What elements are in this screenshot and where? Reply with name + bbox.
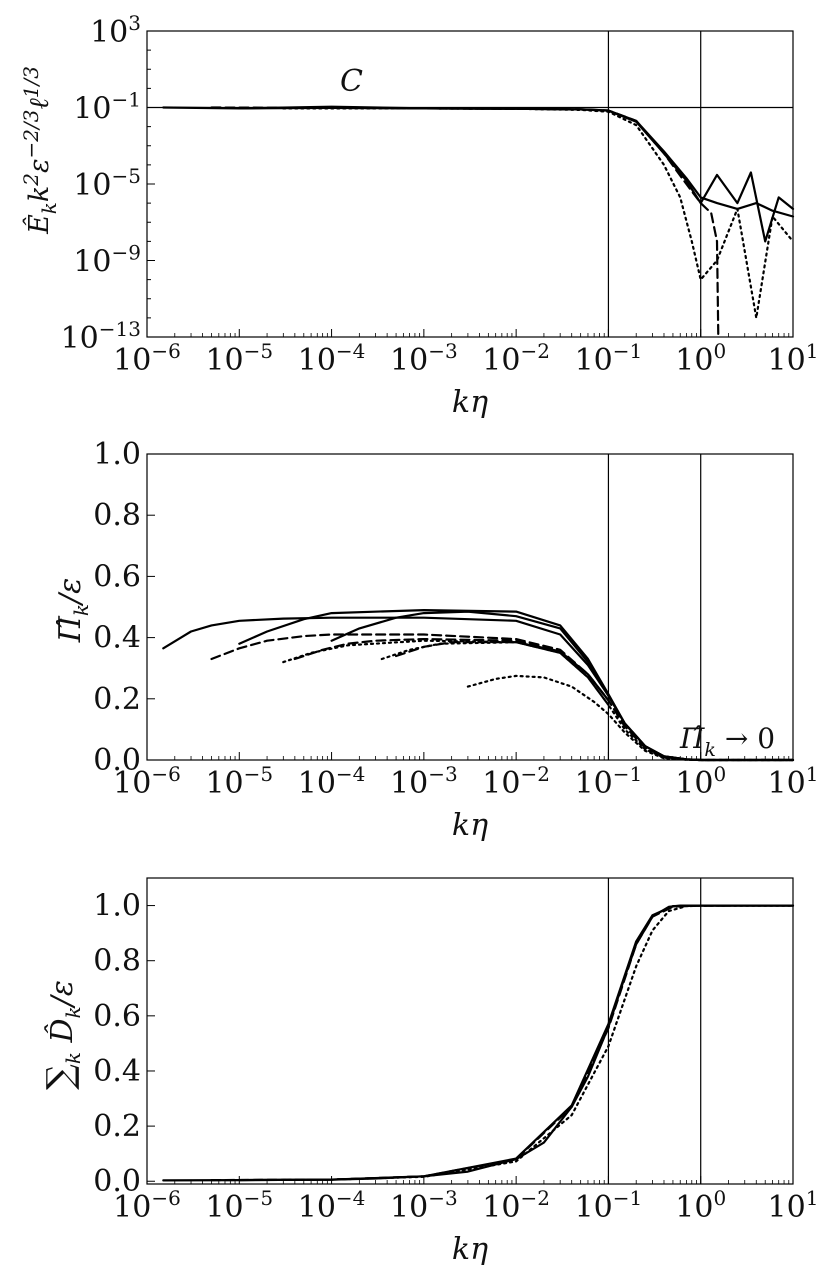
x-tick-label: 101 [768,339,819,378]
x-tick-label: 10−1 [575,339,643,378]
x-tick-label: 100 [675,339,726,378]
annotation-c: C [340,64,363,99]
x-tick-label: 10−3 [390,339,458,378]
panel-flux: 10−6 10−5 10−4 10−3 10−2 10−1 100 101 0.0 0.2 0.4… [53,437,818,843]
series-line-dashed [293,637,610,702]
x-tick-label: 10−1 [575,1186,643,1225]
x-tick-label: 10−2 [482,1186,550,1225]
x-tick-label: 10−4 [298,339,366,378]
plot-frame [146,453,794,761]
y-tick-label: 0.6 [93,999,141,1034]
x-axis-label: kη [452,385,488,420]
series-line-solid [238,904,795,1182]
y-axis-label: ∑k D̂k/ε [40,980,85,1090]
x-tick-label: 100 [675,1186,726,1225]
x-tick-label: 10−5 [205,1186,273,1225]
x-axis-label: kη [452,1232,488,1267]
x-tick-label: 10−1 [575,762,643,801]
y-tick-label: 0.0 [93,743,141,778]
y-axis-label: Π̂k/ε [53,578,93,644]
series-line-dashed [210,904,730,1182]
series-line-dashed [210,106,720,339]
x-tick-label: 100 [675,762,726,801]
series-line-dotted [282,639,795,762]
series-line-dotted [380,641,610,707]
y-axis-label: Êkk2ε−2/3ℓ1/3 [19,66,61,235]
y-tick-label: 10−1 [73,88,141,127]
y-tick-label: 0.6 [93,559,141,594]
x-tick-label: 10−2 [482,339,550,378]
panel-energy-spectrum: 10−6 10−5 10−4 10−3 10−2 10−1 100 101 103 10−1 10… [19,11,818,420]
series-line-solid [238,105,795,243]
x-tick-label: 10−3 [390,1186,458,1225]
y-tick-label: 10−13 [61,317,141,356]
series-line-solid [238,608,795,762]
x-tick-label: 10−4 [298,762,366,801]
y-tick-label: 1.0 [93,437,141,472]
series-line-dotted [282,107,795,319]
y-tick-label: 10−5 [73,164,141,203]
x-axis-label: kη [452,808,488,843]
panel-dissipation: 10−6 10−5 10−4 10−3 10−2 10−1 100 101 0.0 0.2 0.4… [40,877,819,1267]
y-tick-label: 103 [90,11,141,50]
y-tick-label: 0.4 [93,1054,141,1089]
x-tick-label: 10−6 [113,1186,181,1225]
x-tick-label: 101 [768,762,819,801]
y-tick-label: 0.2 [93,682,141,717]
series-line-dotted [466,674,702,762]
x-tick-label: 10−3 [390,762,458,801]
series-line-solid [162,904,795,1182]
y-tick-label: 0.8 [93,944,141,979]
x-tick-label: 10−4 [298,1186,366,1225]
x-tick-label: 10−2 [482,762,550,801]
y-tick-label: 0.0 [93,1164,141,1199]
y-tick-label: 10−9 [73,241,141,280]
y-tick-label: 0.2 [93,1109,141,1144]
x-tick-label: 10−6 [113,339,181,378]
y-tick-label: 1.0 [93,889,141,924]
y-tick-label: 0.4 [93,621,141,656]
x-tick-label: 10−6 [113,762,181,801]
x-tick-label: 10−5 [205,339,273,378]
plot-frame [146,30,794,338]
x-tick-label: 10−5 [205,762,273,801]
plot-frame [146,877,794,1185]
annotation-pi-to-zero: Π̂k → 0 [679,722,775,761]
x-tick-label: 101 [768,1186,819,1225]
y-tick-label: 0.8 [93,498,141,533]
